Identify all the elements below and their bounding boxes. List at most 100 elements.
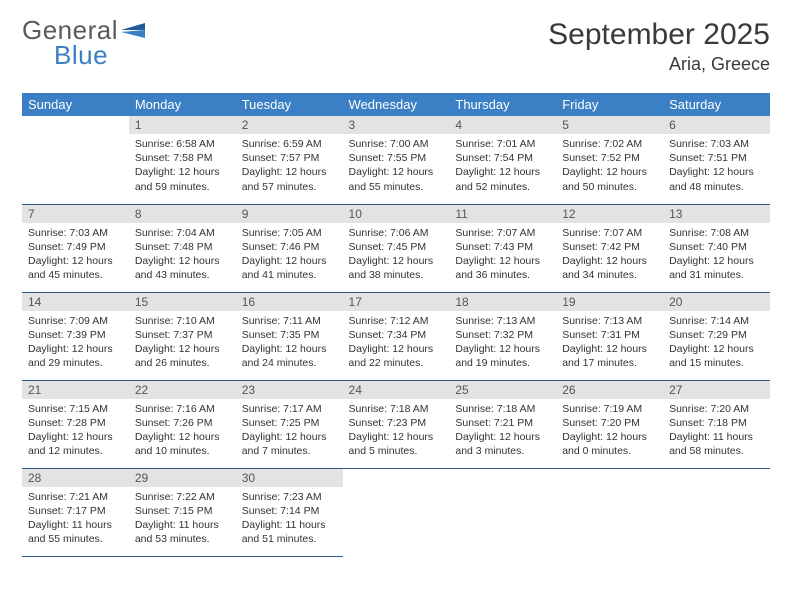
daylight-line: Daylight: 11 hours and 53 minutes. bbox=[135, 518, 230, 546]
day-cell: 21Sunrise: 7:15 AMSunset: 7:28 PMDayligh… bbox=[22, 380, 129, 468]
dayhdr-sat: Saturday bbox=[663, 93, 770, 116]
sunset-line: Sunset: 7:20 PM bbox=[562, 416, 657, 430]
day-number: 16 bbox=[236, 293, 343, 311]
sunrise-line: Sunrise: 7:11 AM bbox=[242, 314, 337, 328]
day-cell: 18Sunrise: 7:13 AMSunset: 7:32 PMDayligh… bbox=[449, 292, 556, 380]
page-header: GeneralBlue September 2025 Aria, Greece bbox=[22, 18, 770, 75]
day-info: Sunrise: 7:07 AMSunset: 7:42 PMDaylight:… bbox=[556, 223, 663, 287]
sunrise-line: Sunrise: 7:13 AM bbox=[562, 314, 657, 328]
day-info: Sunrise: 7:05 AMSunset: 7:46 PMDaylight:… bbox=[236, 223, 343, 287]
sunset-line: Sunset: 7:35 PM bbox=[242, 328, 337, 342]
day-info: Sunrise: 7:07 AMSunset: 7:43 PMDaylight:… bbox=[449, 223, 556, 287]
daylight-line: Daylight: 12 hours and 5 minutes. bbox=[349, 430, 444, 458]
sunset-line: Sunset: 7:14 PM bbox=[242, 504, 337, 518]
day-info: Sunrise: 7:08 AMSunset: 7:40 PMDaylight:… bbox=[663, 223, 770, 287]
sunrise-line: Sunrise: 7:23 AM bbox=[242, 490, 337, 504]
sunset-line: Sunset: 7:37 PM bbox=[135, 328, 230, 342]
daylight-line: Daylight: 12 hours and 3 minutes. bbox=[455, 430, 550, 458]
day-info: Sunrise: 7:04 AMSunset: 7:48 PMDaylight:… bbox=[129, 223, 236, 287]
dayhdr-fri: Friday bbox=[556, 93, 663, 116]
day-number: 28 bbox=[22, 469, 129, 487]
day-info: Sunrise: 7:03 AMSunset: 7:49 PMDaylight:… bbox=[22, 223, 129, 287]
day-cell: 20Sunrise: 7:14 AMSunset: 7:29 PMDayligh… bbox=[663, 292, 770, 380]
daylight-line: Daylight: 12 hours and 0 minutes. bbox=[562, 430, 657, 458]
sunrise-line: Sunrise: 7:18 AM bbox=[349, 402, 444, 416]
day-number: 25 bbox=[449, 381, 556, 399]
day-number: 23 bbox=[236, 381, 343, 399]
empty-cell bbox=[556, 468, 663, 556]
sunset-line: Sunset: 7:29 PM bbox=[669, 328, 764, 342]
day-cell: 28Sunrise: 7:21 AMSunset: 7:17 PMDayligh… bbox=[22, 468, 129, 556]
day-cell: 1Sunrise: 6:58 AMSunset: 7:58 PMDaylight… bbox=[129, 116, 236, 204]
day-cell: 8Sunrise: 7:04 AMSunset: 7:48 PMDaylight… bbox=[129, 204, 236, 292]
day-cell: 6Sunrise: 7:03 AMSunset: 7:51 PMDaylight… bbox=[663, 116, 770, 204]
day-info: Sunrise: 7:12 AMSunset: 7:34 PMDaylight:… bbox=[343, 311, 450, 375]
daylight-line: Daylight: 12 hours and 19 minutes. bbox=[455, 342, 550, 370]
empty-cell bbox=[343, 468, 450, 556]
sunset-line: Sunset: 7:45 PM bbox=[349, 240, 444, 254]
day-info: Sunrise: 7:02 AMSunset: 7:52 PMDaylight:… bbox=[556, 134, 663, 198]
sunset-line: Sunset: 7:39 PM bbox=[28, 328, 123, 342]
calendar-row: 7Sunrise: 7:03 AMSunset: 7:49 PMDaylight… bbox=[22, 204, 770, 292]
day-number: 10 bbox=[343, 205, 450, 223]
day-info: Sunrise: 7:06 AMSunset: 7:45 PMDaylight:… bbox=[343, 223, 450, 287]
daylight-line: Daylight: 12 hours and 17 minutes. bbox=[562, 342, 657, 370]
daylight-line: Daylight: 12 hours and 57 minutes. bbox=[242, 165, 337, 193]
daylight-line: Daylight: 12 hours and 34 minutes. bbox=[562, 254, 657, 282]
day-info: Sunrise: 7:19 AMSunset: 7:20 PMDaylight:… bbox=[556, 399, 663, 463]
daylight-line: Daylight: 12 hours and 52 minutes. bbox=[455, 165, 550, 193]
calendar-row: 1Sunrise: 6:58 AMSunset: 7:58 PMDaylight… bbox=[22, 116, 770, 204]
daylight-line: Daylight: 12 hours and 38 minutes. bbox=[349, 254, 444, 282]
day-info: Sunrise: 7:23 AMSunset: 7:14 PMDaylight:… bbox=[236, 487, 343, 551]
day-info: Sunrise: 6:59 AMSunset: 7:57 PMDaylight:… bbox=[236, 134, 343, 198]
sunrise-line: Sunrise: 7:07 AM bbox=[562, 226, 657, 240]
day-info: Sunrise: 7:20 AMSunset: 7:18 PMDaylight:… bbox=[663, 399, 770, 463]
day-number: 26 bbox=[556, 381, 663, 399]
day-info: Sunrise: 7:22 AMSunset: 7:15 PMDaylight:… bbox=[129, 487, 236, 551]
day-header-row: Sunday Monday Tuesday Wednesday Thursday… bbox=[22, 93, 770, 116]
sunset-line: Sunset: 7:46 PM bbox=[242, 240, 337, 254]
daylight-line: Daylight: 12 hours and 36 minutes. bbox=[455, 254, 550, 282]
sunrise-line: Sunrise: 7:20 AM bbox=[669, 402, 764, 416]
daylight-line: Daylight: 12 hours and 26 minutes. bbox=[135, 342, 230, 370]
sunset-line: Sunset: 7:15 PM bbox=[135, 504, 230, 518]
daylight-line: Daylight: 11 hours and 55 minutes. bbox=[28, 518, 123, 546]
daylight-line: Daylight: 12 hours and 12 minutes. bbox=[28, 430, 123, 458]
day-number: 15 bbox=[129, 293, 236, 311]
day-info: Sunrise: 7:13 AMSunset: 7:32 PMDaylight:… bbox=[449, 311, 556, 375]
sunrise-line: Sunrise: 7:15 AM bbox=[28, 402, 123, 416]
daylight-line: Daylight: 12 hours and 24 minutes. bbox=[242, 342, 337, 370]
brand-part2: Blue bbox=[54, 40, 108, 70]
day-info: Sunrise: 7:13 AMSunset: 7:31 PMDaylight:… bbox=[556, 311, 663, 375]
sunrise-line: Sunrise: 7:06 AM bbox=[349, 226, 444, 240]
sunset-line: Sunset: 7:51 PM bbox=[669, 151, 764, 165]
empty-cell bbox=[449, 468, 556, 556]
sunrise-line: Sunrise: 7:13 AM bbox=[455, 314, 550, 328]
sunrise-line: Sunrise: 7:22 AM bbox=[135, 490, 230, 504]
sunrise-line: Sunrise: 7:04 AM bbox=[135, 226, 230, 240]
day-info: Sunrise: 6:58 AMSunset: 7:58 PMDaylight:… bbox=[129, 134, 236, 198]
sunset-line: Sunset: 7:40 PM bbox=[669, 240, 764, 254]
calendar-row: 21Sunrise: 7:15 AMSunset: 7:28 PMDayligh… bbox=[22, 380, 770, 468]
empty-cell bbox=[663, 468, 770, 556]
sunset-line: Sunset: 7:31 PM bbox=[562, 328, 657, 342]
day-cell: 19Sunrise: 7:13 AMSunset: 7:31 PMDayligh… bbox=[556, 292, 663, 380]
day-cell: 24Sunrise: 7:18 AMSunset: 7:23 PMDayligh… bbox=[343, 380, 450, 468]
day-number: 24 bbox=[343, 381, 450, 399]
dayhdr-mon: Monday bbox=[129, 93, 236, 116]
dayhdr-thu: Thursday bbox=[449, 93, 556, 116]
daylight-line: Daylight: 12 hours and 31 minutes. bbox=[669, 254, 764, 282]
day-number: 3 bbox=[343, 116, 450, 134]
calendar-body: 1Sunrise: 6:58 AMSunset: 7:58 PMDaylight… bbox=[22, 116, 770, 556]
day-info: Sunrise: 7:00 AMSunset: 7:55 PMDaylight:… bbox=[343, 134, 450, 198]
day-cell: 13Sunrise: 7:08 AMSunset: 7:40 PMDayligh… bbox=[663, 204, 770, 292]
sunset-line: Sunset: 7:48 PM bbox=[135, 240, 230, 254]
sunset-line: Sunset: 7:42 PM bbox=[562, 240, 657, 254]
dayhdr-tue: Tuesday bbox=[236, 93, 343, 116]
day-number: 2 bbox=[236, 116, 343, 134]
sunset-line: Sunset: 7:25 PM bbox=[242, 416, 337, 430]
day-cell: 30Sunrise: 7:23 AMSunset: 7:14 PMDayligh… bbox=[236, 468, 343, 556]
sunrise-line: Sunrise: 7:10 AM bbox=[135, 314, 230, 328]
sunset-line: Sunset: 7:55 PM bbox=[349, 151, 444, 165]
day-number: 17 bbox=[343, 293, 450, 311]
